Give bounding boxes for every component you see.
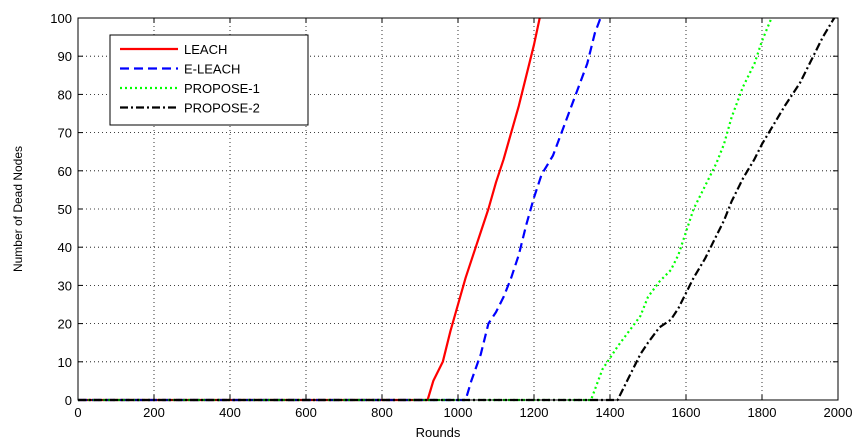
y-tick-label: 40 (58, 240, 72, 255)
y-tick-label: 100 (50, 11, 72, 26)
y-tick-label: 80 (58, 87, 72, 102)
x-tick-label: 0 (74, 405, 81, 420)
x-tick-label: 1600 (672, 405, 701, 420)
y-tick-label: 70 (58, 126, 72, 141)
tick-labels: 0 200 400 600 800 1000 1200 1400 1600 1800 2000 0 10… (50, 11, 852, 420)
y-axis-label: Number of Dead Nodes (11, 146, 25, 272)
y-tick-label: 50 (58, 202, 72, 217)
legend-label-propose-1: PROPOSE-1 (184, 81, 260, 96)
x-axis-label: Rounds (416, 425, 461, 440)
series-line-propose-2 (78, 17, 836, 402)
legend: LEACH E-LEACH PROPOSE-1 PROPOSE-2 (109, 34, 309, 126)
x-tick-label: 2000 (824, 405, 853, 420)
x-tick-label: 600 (295, 405, 317, 420)
x-tick-label: 1200 (520, 405, 549, 420)
x-tick-label: 400 (219, 405, 241, 420)
series-line-leach (78, 17, 541, 402)
x-tick-label: 200 (143, 405, 165, 420)
legend-label-leach: LEACH (184, 42, 227, 57)
x-tick-label: 1000 (444, 405, 473, 420)
legend-label-e-leach: E-LEACH (184, 62, 240, 77)
y-tick-label: 0 (65, 393, 72, 408)
y-tick-label: 10 (58, 355, 72, 370)
series-line-propose-1 (78, 17, 773, 402)
y-tick-label: 30 (58, 278, 72, 293)
series-layer (78, 17, 836, 402)
y-tick-label: 20 (58, 317, 72, 332)
x-tick-label: 1800 (748, 405, 777, 420)
y-tick-label: 60 (58, 164, 72, 179)
series-line-e-leach (78, 17, 602, 402)
x-tick-label: 800 (371, 405, 393, 420)
x-tick-label: 1400 (596, 405, 625, 420)
legend-label-propose-2: PROPOSE-2 (184, 101, 260, 116)
y-tick-label: 90 (58, 49, 72, 64)
